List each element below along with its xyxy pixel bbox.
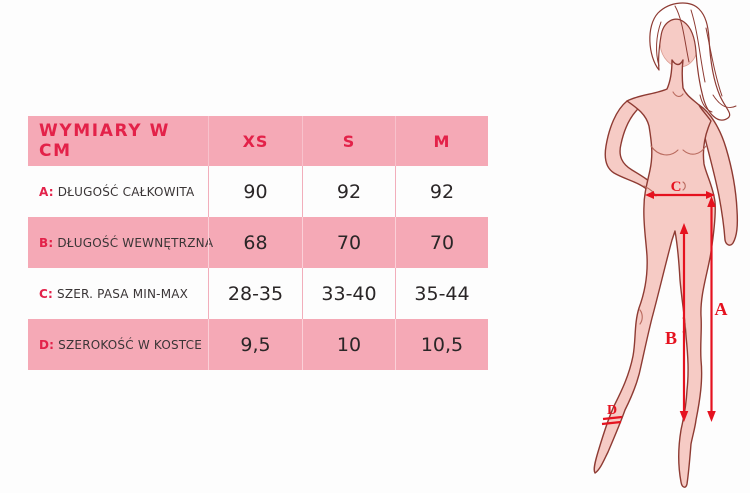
figure-body	[593, 59, 716, 488]
table-row-d: D: SZEROKOŚĆ W KOSTCE 9,5 10 10,5	[28, 319, 488, 370]
figure-label-a: A	[715, 299, 728, 319]
cell-c-xs: 28-35	[208, 268, 302, 319]
cell-a-m: 92	[395, 166, 488, 217]
row-letter-d: D:	[39, 337, 55, 352]
row-label-text-d: SZEROKOŚĆ W KOSTCE	[58, 337, 202, 352]
cell-d-xs: 9,5	[208, 319, 302, 370]
cell-c-m: 35-44	[395, 268, 488, 319]
cell-c-s: 33-40	[302, 268, 395, 319]
row-label-a: A: DŁUGOŚĆ CAŁKOWITA	[28, 166, 208, 217]
cell-a-s: 92	[302, 166, 395, 217]
cell-b-s: 70	[302, 217, 395, 268]
row-label-d: D: SZEROKOŚĆ W KOSTCE	[28, 319, 208, 370]
cell-b-xs: 68	[208, 217, 302, 268]
measurement-arrow-b	[679, 223, 689, 422]
knee-line-left	[639, 309, 643, 325]
size-table: WYMIARY W CM XS S M A: DŁUGOŚĆ CAŁKOWITA…	[28, 116, 488, 370]
size-column-m: M	[395, 116, 488, 166]
hair-strand-2	[690, 9, 706, 83]
breast-line-left	[650, 145, 679, 156]
row-label-text-a: DŁUGOŚĆ CAŁKOWITA	[57, 184, 195, 199]
cell-b-m: 70	[395, 217, 488, 268]
row-label-c: C: SZER. PASA MIN-MAX	[28, 268, 208, 319]
measurement-figure: C A B D	[588, 0, 750, 493]
row-label-text-c: SZER. PASA MIN-MAX	[57, 286, 189, 301]
hair-strand-1	[674, 5, 690, 63]
figure-label-b: B	[665, 328, 677, 348]
navel-line	[682, 181, 686, 191]
hair-strand-5	[712, 94, 737, 109]
measurement-mark-d	[601, 415, 623, 426]
figure-label-d: D	[607, 403, 617, 418]
measurement-arrow-c	[645, 191, 715, 199]
row-letter-b: B:	[39, 235, 54, 250]
collar-line	[672, 91, 684, 97]
table-title: WYMIARY W CM	[39, 121, 171, 161]
hair-strand-4	[656, 21, 662, 67]
size-column-xs: XS	[208, 116, 302, 166]
table-row-c: C: SZER. PASA MIN-MAX 28-35 33-40 35-44	[28, 268, 488, 319]
cell-d-s: 10	[302, 319, 395, 370]
cell-a-xs: 90	[208, 166, 302, 217]
hair-strand-6	[699, 94, 713, 113]
measurement-arrow-a	[707, 196, 716, 422]
table-row-b: B: DŁUGOŚĆ WEWNĘTRZNA 68 70 70	[28, 217, 488, 268]
size-column-s: S	[302, 116, 395, 166]
hair-strand-3	[705, 27, 723, 97]
table-row-a: A: DŁUGOŚĆ CAŁKOWITA 90 92 92	[28, 166, 488, 217]
figure-right-arm	[698, 104, 739, 246]
figure-hair	[649, 2, 731, 121]
table-header-row: WYMIARY W CM XS S M	[28, 116, 488, 166]
row-label-b: B: DŁUGOŚĆ WEWNĘTRZNA	[28, 217, 213, 268]
breast-line-right	[682, 145, 707, 155]
figure-label-c: C	[671, 179, 682, 195]
row-letter-c: C:	[39, 286, 54, 301]
row-letter-a: A:	[39, 184, 54, 199]
female-figure-svg: C A B D	[593, 2, 739, 488]
cell-d-m: 10,5	[395, 319, 488, 370]
row-label-text-b: DŁUGOŚĆ WEWNĘTRZNA	[57, 235, 214, 250]
